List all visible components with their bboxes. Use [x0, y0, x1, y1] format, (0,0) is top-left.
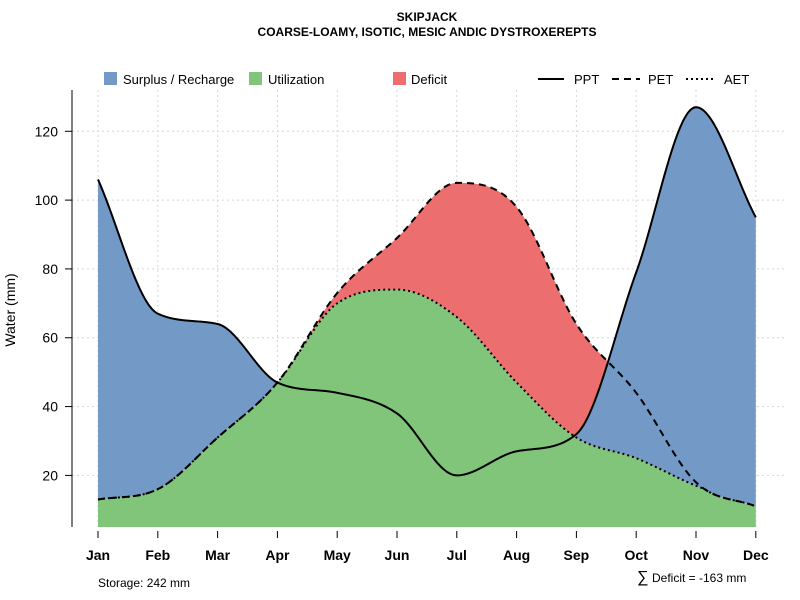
- x-tick-label-sep: Sep: [564, 547, 590, 563]
- surplus-recharge-area: [98, 107, 756, 507]
- x-tick-label-may: May: [324, 547, 351, 563]
- utilization-area: [98, 289, 756, 527]
- deficit-sum-symbol: ∑: [637, 569, 648, 586]
- x-tick-label-jan: Jan: [86, 547, 110, 563]
- y-tick-label-60: 60: [42, 330, 58, 346]
- area-layer: [98, 107, 756, 527]
- tick-labels: 20 40 60 80 100 120 Jan Feb Mar Apr May Jun Jul Aug Se…: [35, 123, 769, 563]
- x-tick-label-apr: Apr: [265, 547, 290, 563]
- y-tick-label-80: 80: [42, 261, 58, 277]
- x-tick-label-dec: Dec: [743, 547, 769, 563]
- legend-label-pet: PET: [648, 72, 673, 87]
- x-tick-label-jun: Jun: [385, 547, 410, 563]
- deficit-annotation: Deficit = -163 mm: [652, 571, 746, 585]
- x-tick-label-aug: Aug: [503, 547, 530, 563]
- legend-swatch-surplus: [104, 72, 117, 85]
- storage-annotation: Storage: 242 mm: [98, 576, 190, 590]
- legend-label-utilization: Utilization: [268, 72, 324, 87]
- series-line-ppt: [97, 106, 757, 477]
- legend-label-ppt: PPT: [574, 72, 599, 87]
- y-tick-label-20: 20: [42, 467, 58, 483]
- x-tick-label-oct: Oct: [625, 547, 649, 563]
- series-lines: [97, 106, 757, 508]
- y-tick-label-100: 100: [35, 192, 59, 208]
- legend-swatch-utilization: [249, 72, 262, 85]
- series-line-aet: [97, 288, 757, 508]
- x-tick-label-mar: Mar: [205, 547, 230, 563]
- legend-label-deficit: Deficit: [411, 72, 448, 87]
- y-tick-label-40: 40: [42, 399, 58, 415]
- x-tick-label-nov: Nov: [683, 547, 710, 563]
- x-tick-label-jul: Jul: [447, 547, 467, 563]
- legend-label-aet: AET: [724, 72, 749, 87]
- chart-subtitle: COARSE-LOAMY, ISOTIC, MESIC ANDIC DYSTRO…: [258, 25, 597, 39]
- legend-label-surplus: Surplus / Recharge: [123, 72, 234, 87]
- chart-title: SKIPJACK: [397, 10, 458, 24]
- legend-swatch-deficit: [393, 72, 406, 85]
- x-tick-label-feb: Feb: [145, 547, 170, 563]
- legend: Surplus / Recharge Utilization Deficit P…: [104, 72, 749, 87]
- y-tick-label-120: 120: [35, 123, 59, 139]
- y-axis-label: Water (mm): [2, 273, 18, 346]
